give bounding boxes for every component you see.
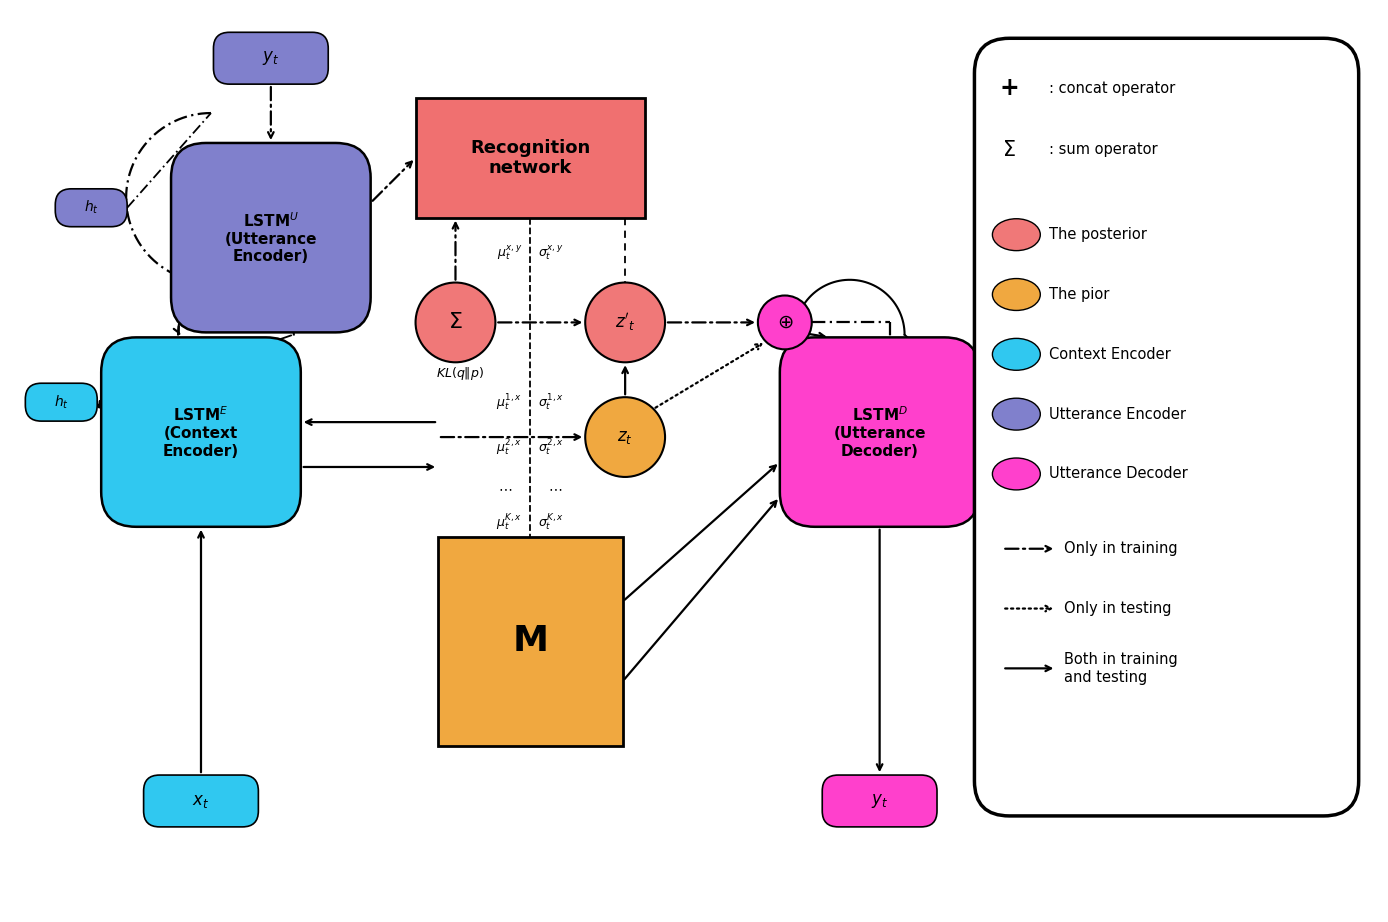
Text: $\cdots$: $\cdots$: [548, 481, 562, 495]
Text: $\mu_t^{K,x}$: $\mu_t^{K,x}$: [496, 513, 522, 533]
Ellipse shape: [992, 278, 1040, 311]
FancyBboxPatch shape: [25, 384, 97, 421]
Text: $\sigma_t^{x,y}$: $\sigma_t^{x,y}$: [539, 244, 564, 263]
Text: $\sigma_t^{1,x}$: $\sigma_t^{1,x}$: [539, 393, 564, 413]
Text: Only in testing: Only in testing: [1065, 601, 1171, 616]
Text: $\cdots$: $\cdots$: [498, 481, 512, 495]
Text: LSTM$^D$
(Utterance
Decoder): LSTM$^D$ (Utterance Decoder): [833, 406, 926, 459]
Text: $h_t$: $h_t$: [1006, 394, 1022, 411]
FancyBboxPatch shape: [171, 143, 371, 333]
FancyBboxPatch shape: [101, 337, 301, 526]
Text: $y_t$: $y_t$: [872, 792, 888, 810]
Circle shape: [586, 397, 665, 477]
Text: Only in training: Only in training: [1065, 541, 1178, 556]
Text: $\mu_t^{x,y}$: $\mu_t^{x,y}$: [497, 244, 522, 263]
Text: LSTM$^E$
(Context
Encoder): LSTM$^E$ (Context Encoder): [162, 406, 239, 459]
FancyBboxPatch shape: [979, 384, 1051, 421]
Text: Both in training
and testing: Both in training and testing: [1065, 652, 1178, 684]
Text: : concat operator: : concat operator: [1049, 80, 1176, 96]
Text: Context Encoder: Context Encoder: [1049, 347, 1171, 361]
Text: The pior: The pior: [1049, 287, 1109, 302]
Text: $\sigma_t^{2,x}$: $\sigma_t^{2,x}$: [539, 438, 564, 458]
FancyBboxPatch shape: [780, 337, 980, 526]
Text: +: +: [999, 77, 1019, 100]
Text: $z'_t$: $z'_t$: [615, 312, 636, 334]
FancyBboxPatch shape: [143, 775, 258, 827]
FancyBboxPatch shape: [56, 189, 128, 227]
Ellipse shape: [992, 398, 1040, 430]
Text: LSTM$^U$
(Utterance
Encoder): LSTM$^U$ (Utterance Encoder): [225, 211, 316, 265]
Ellipse shape: [992, 219, 1040, 251]
Text: Utterance Decoder: Utterance Decoder: [1049, 467, 1188, 481]
Text: $\sigma_t^{K,x}$: $\sigma_t^{K,x}$: [539, 513, 565, 533]
Text: $y_t$: $y_t$: [262, 49, 279, 67]
Text: $h_t$: $h_t$: [54, 394, 69, 411]
Circle shape: [415, 282, 496, 362]
Text: $\mu_t^{2,x}$: $\mu_t^{2,x}$: [497, 438, 522, 458]
Text: Recognition
network: Recognition network: [471, 138, 590, 177]
Text: $\Sigma$: $\Sigma$: [1002, 140, 1016, 160]
Circle shape: [586, 282, 665, 362]
FancyBboxPatch shape: [822, 775, 937, 827]
Text: M: M: [512, 624, 548, 658]
Text: The posterior: The posterior: [1049, 227, 1146, 242]
Text: : sum operator: : sum operator: [1049, 142, 1158, 158]
FancyBboxPatch shape: [214, 32, 328, 84]
Text: $\Sigma$: $\Sigma$: [448, 313, 462, 333]
Ellipse shape: [992, 338, 1040, 371]
Text: $\mu_t^{1,x}$: $\mu_t^{1,x}$: [497, 393, 522, 413]
Text: $h_t$: $h_t$: [83, 199, 99, 217]
Ellipse shape: [992, 458, 1040, 490]
Text: $\oplus$: $\oplus$: [776, 313, 793, 332]
Text: $x_t$: $x_t$: [193, 792, 210, 810]
FancyBboxPatch shape: [974, 39, 1359, 816]
Text: $KL(q\|p)$: $KL(q\|p)$: [436, 365, 483, 383]
Text: $z_t$: $z_t$: [618, 428, 633, 446]
Circle shape: [758, 295, 812, 349]
FancyBboxPatch shape: [415, 98, 645, 218]
FancyBboxPatch shape: [439, 537, 623, 746]
Text: Utterance Encoder: Utterance Encoder: [1049, 407, 1187, 421]
